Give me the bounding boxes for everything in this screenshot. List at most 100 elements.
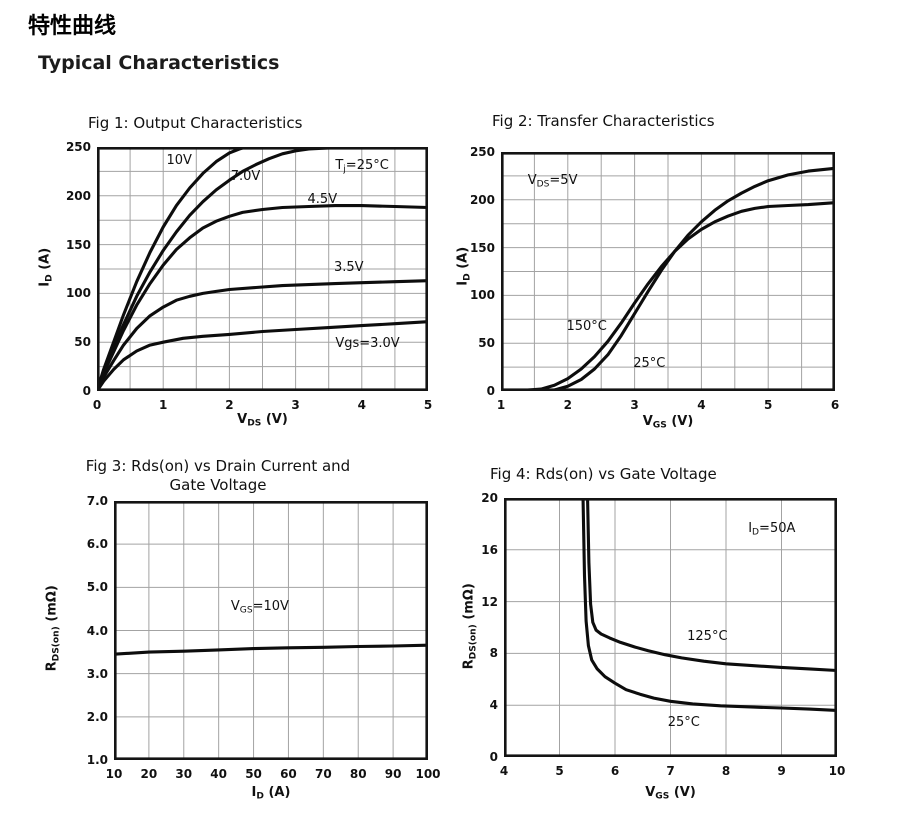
curve-25-c bbox=[581, 498, 837, 712]
curve-label-150c: 150°C bbox=[566, 318, 606, 336]
x-axis-label: VGS (V) bbox=[501, 414, 835, 431]
curve-label-10v: 10V bbox=[167, 152, 192, 170]
label-subscript: GS bbox=[655, 791, 670, 802]
label-subscript: D bbox=[752, 527, 760, 538]
y-tick-label: 16 bbox=[481, 542, 498, 557]
y-axis-label: ID (A) bbox=[456, 206, 473, 326]
y-tick-label: 0 bbox=[82, 384, 91, 398]
label-text: 4.5V bbox=[307, 191, 338, 207]
section-title: Typical Characteristics bbox=[38, 52, 280, 74]
y-tick-label: 12 bbox=[481, 594, 498, 609]
label-text: I bbox=[748, 521, 753, 537]
x-tick-label: 1 bbox=[159, 398, 168, 412]
label-text: 7.0V bbox=[230, 169, 261, 185]
y-axis-label: RDS(on) (mΩ) bbox=[462, 546, 479, 706]
condition-label-vds: VDS=5V bbox=[528, 172, 578, 194]
y-tick-label: 3.0 bbox=[86, 666, 108, 681]
y-tick-label: 100 bbox=[469, 288, 495, 303]
label-text: =10V bbox=[252, 598, 289, 614]
plot-border bbox=[501, 152, 835, 391]
figure-rdson-vs-gate-voltage: Fig 4: Rds(on) vs Gate Voltage RDS(on) (… bbox=[458, 460, 890, 817]
x-tick-label: 1 bbox=[496, 398, 506, 412]
x-axis-label: VDS (V) bbox=[97, 412, 428, 429]
label-text: 25°C bbox=[667, 715, 700, 731]
x-tick-label: 5 bbox=[764, 398, 773, 412]
curve-label-3-5v: 3.5V bbox=[334, 259, 364, 277]
curve-vgs-10v bbox=[114, 643, 428, 656]
label-subscript: DS bbox=[247, 418, 262, 429]
x-tick-label: 40 bbox=[210, 767, 227, 781]
page-title: 特性曲线 bbox=[28, 14, 117, 39]
figure-transfer-characteristics: Fig 2: Transfer Characteristics ID (A) V… bbox=[456, 112, 890, 452]
label-text: 10V bbox=[166, 152, 192, 168]
y-axis-label: RDS(on) (mΩ) bbox=[45, 548, 62, 708]
x-tick-label: 10 bbox=[105, 767, 123, 781]
label-subscript: DS(on) bbox=[51, 626, 62, 662]
plot-border bbox=[97, 147, 428, 391]
y-tick-label: 5.0 bbox=[86, 580, 108, 595]
x-tick-label: 2 bbox=[225, 398, 234, 412]
y-tick-label: 150 bbox=[65, 237, 91, 252]
plot-border bbox=[114, 501, 428, 760]
curve-label-vgs-3-0v: Vgs=3.0V bbox=[335, 335, 399, 353]
label-subscript: DS bbox=[536, 179, 550, 190]
x-tick-label: 5 bbox=[555, 764, 564, 778]
label-text: 3.5V bbox=[333, 260, 364, 276]
curve-25-c bbox=[501, 166, 835, 391]
y-tick-label: 200 bbox=[469, 192, 495, 207]
label-subscript: D bbox=[44, 274, 55, 282]
condition-label-id: ID=50A bbox=[748, 520, 795, 542]
label-text: I bbox=[251, 785, 257, 800]
x-tick-label: 9 bbox=[777, 764, 786, 778]
y-tick-label: 100 bbox=[65, 286, 91, 301]
figure-rdson-vs-drain-current: Fig 3: Rds(on) vs Drain Current and Gate… bbox=[40, 455, 460, 817]
x-tick-label: 50 bbox=[245, 767, 262, 781]
x-tick-label: 7 bbox=[666, 764, 675, 778]
y-tick-label: 7.0 bbox=[86, 494, 108, 508]
curve-label-125c: 125°C bbox=[687, 628, 727, 646]
y-tick-label: 0 bbox=[489, 750, 498, 764]
label-text: 125°C bbox=[687, 628, 728, 644]
label-text: (mΩ) bbox=[44, 585, 60, 627]
label-text: 25°C bbox=[633, 356, 666, 372]
x-tick-label: 6 bbox=[830, 398, 840, 412]
label-text: R bbox=[44, 661, 60, 672]
y-tick-label: 1.0 bbox=[86, 753, 108, 767]
label-subscript: GS bbox=[239, 605, 253, 616]
x-tick-label: 100 bbox=[415, 767, 441, 781]
curve-3-5v bbox=[97, 279, 428, 391]
label-text: =5V bbox=[549, 172, 578, 188]
label-text: =50A bbox=[759, 521, 796, 537]
y-tick-label: 50 bbox=[74, 335, 91, 350]
x-tick-label: 4 bbox=[697, 398, 706, 412]
x-tick-label: 0 bbox=[92, 398, 102, 412]
x-tick-label: 4 bbox=[357, 398, 366, 412]
chart-plot bbox=[97, 147, 428, 391]
y-tick-label: 150 bbox=[469, 240, 495, 255]
y-tick-label: 50 bbox=[478, 336, 495, 351]
y-axis-label: ID (A) bbox=[38, 207, 55, 327]
curve-label-25c: 25°C bbox=[633, 355, 665, 373]
x-tick-label: 6 bbox=[610, 764, 620, 778]
label-text: V bbox=[642, 414, 653, 429]
label-text: V bbox=[527, 172, 537, 188]
x-axis-label: ID (A) bbox=[114, 785, 428, 802]
chart-plot bbox=[501, 152, 835, 391]
curve-125-c bbox=[586, 498, 837, 673]
x-tick-label: 60 bbox=[280, 767, 297, 781]
label-text: (V) bbox=[666, 414, 694, 429]
x-tick-label: 5 bbox=[423, 398, 433, 412]
label-text: V bbox=[645, 785, 656, 800]
label-text: I bbox=[455, 280, 471, 286]
figure-title: Fig 4: Rds(on) vs Gate Voltage bbox=[490, 465, 717, 483]
y-tick-label: 6.0 bbox=[86, 537, 108, 552]
x-tick-label: 30 bbox=[175, 767, 193, 781]
curve-label-4-5v: 4.5V bbox=[308, 191, 338, 209]
y-tick-label: 0 bbox=[486, 384, 495, 398]
label-text: (V) bbox=[669, 785, 696, 800]
label-text: V bbox=[237, 412, 248, 427]
curve-150-c bbox=[501, 201, 835, 391]
y-tick-label: 8 bbox=[489, 646, 498, 661]
x-tick-label: 80 bbox=[349, 767, 367, 781]
label-subscript: D bbox=[462, 273, 473, 281]
